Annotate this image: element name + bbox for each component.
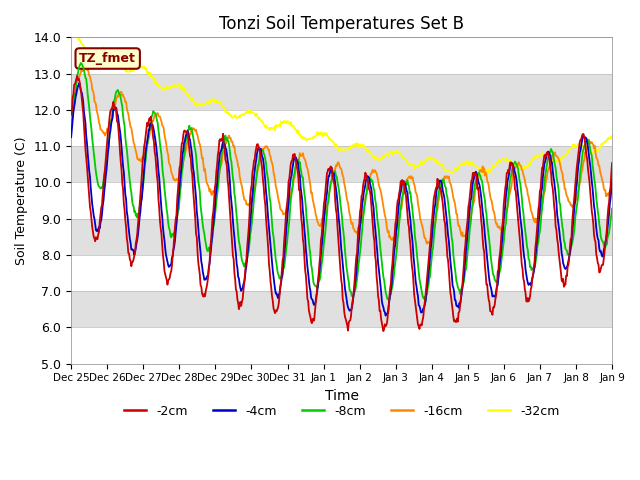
Text: TZ_fmet: TZ_fmet [79, 52, 136, 65]
Legend: -2cm, -4cm, -8cm, -16cm, -32cm: -2cm, -4cm, -8cm, -16cm, -32cm [118, 400, 564, 423]
Title: Tonzi Soil Temperatures Set B: Tonzi Soil Temperatures Set B [219, 15, 464, 33]
Y-axis label: Soil Temperature (C): Soil Temperature (C) [15, 136, 28, 265]
Bar [71, 291, 612, 327]
Bar [71, 255, 612, 291]
X-axis label: Time: Time [324, 389, 358, 403]
Bar [71, 219, 612, 255]
Bar [71, 182, 612, 219]
Bar [71, 37, 612, 73]
Bar [71, 73, 612, 110]
Bar [71, 327, 612, 364]
Bar [71, 146, 612, 182]
Bar [71, 110, 612, 146]
